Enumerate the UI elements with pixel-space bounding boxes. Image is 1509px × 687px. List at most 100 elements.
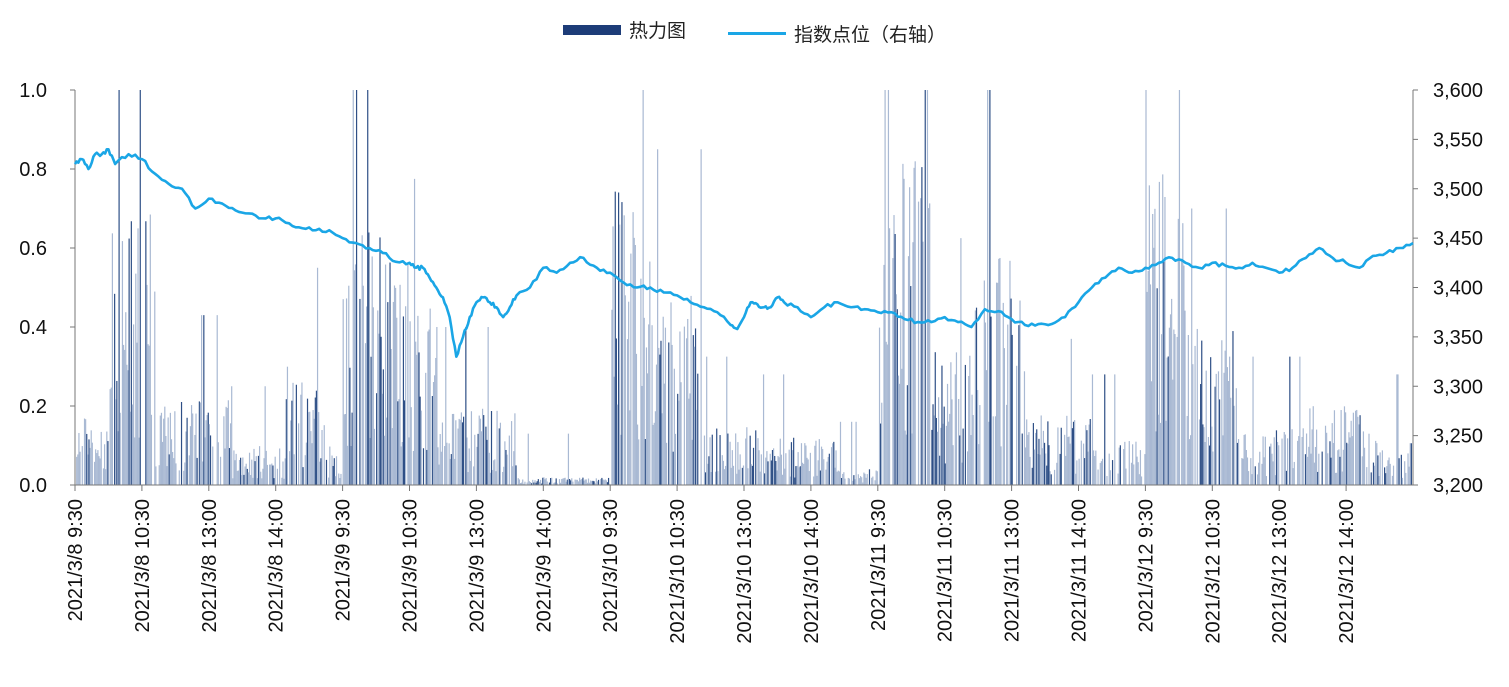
heat-bar: [874, 480, 876, 485]
heat-bar: [470, 411, 473, 485]
right-tick-label: 3,250: [1433, 426, 1483, 448]
heat-bar: [264, 386, 266, 485]
heat-bar: [417, 315, 419, 485]
heat-bar: [900, 312, 902, 485]
heat-bar: [328, 477, 330, 485]
left-tick-label: 1.0: [19, 80, 47, 102]
heat-bar: [1379, 452, 1381, 485]
heat-bar: [558, 479, 561, 485]
heat-bar: [1087, 451, 1089, 485]
heat-bar: [180, 401, 183, 485]
heat-bar: [1408, 466, 1410, 485]
heat-bar: [634, 245, 636, 485]
left-tick-label: 0.0: [19, 475, 47, 497]
heat-bar: [880, 423, 882, 485]
heat-bar: [274, 456, 276, 485]
heat-bar: [964, 364, 966, 485]
chart-legend: 热力图 指数点位（右轴）: [0, 16, 1509, 47]
heat-bar: [139, 90, 141, 485]
heat-bar: [85, 419, 87, 485]
heat-bar: [1111, 460, 1114, 485]
heat-bar: [1252, 356, 1254, 486]
heat-bar: [628, 301, 630, 485]
heat-bar: [79, 451, 81, 485]
heat-bar: [243, 474, 245, 485]
heat-bar: [1188, 439, 1191, 485]
heat-bar: [1057, 427, 1059, 485]
heat-bar: [1349, 437, 1351, 485]
heat-bar: [1405, 472, 1407, 485]
heat-bar: [673, 368, 675, 485]
right-tick-label: 3,600: [1433, 80, 1483, 102]
heat-bar: [587, 478, 590, 485]
heat-bar: [1276, 441, 1279, 485]
heat-bar: [1339, 456, 1341, 485]
heat-bar: [771, 450, 774, 485]
heat-bar: [1164, 197, 1166, 485]
heat-bar: [164, 406, 166, 485]
heat-bar: [204, 437, 206, 485]
heat-bar: [1304, 454, 1307, 485]
heat-bar: [407, 263, 409, 485]
heat-bar: [167, 417, 169, 485]
heat-bar: [671, 344, 673, 485]
heat-bar: [503, 466, 505, 485]
heat-bar: [1397, 374, 1399, 485]
heat-bar: [515, 465, 517, 485]
heat-bar: [1278, 445, 1280, 485]
heat-bar: [223, 416, 225, 485]
heat-bar: [852, 480, 854, 485]
heat-bar: [1053, 469, 1056, 485]
heat-bar: [432, 382, 435, 485]
right-tick-label: 3,450: [1433, 228, 1483, 250]
heat-bar: [1404, 461, 1406, 485]
heat-bar: [841, 477, 843, 485]
heat-bar: [609, 483, 611, 485]
heat-bar: [349, 367, 351, 485]
heat-bar: [425, 372, 427, 485]
heat-bar: [711, 434, 713, 485]
heat-bar: [709, 437, 711, 485]
heat-bar: [124, 349, 126, 485]
heat-bar: [589, 482, 591, 485]
heat-bar: [381, 393, 383, 485]
heat-bar: [616, 404, 619, 485]
heat-bar: [438, 464, 440, 485]
heat-bar: [102, 468, 105, 485]
heat-bar: [405, 306, 407, 485]
heat-bar: [737, 442, 739, 485]
heat-bar: [1159, 422, 1162, 485]
heat-bar: [1368, 433, 1370, 485]
heat-bar: [1298, 436, 1300, 485]
heat-bar: [1254, 466, 1256, 485]
heat-bar: [455, 420, 457, 485]
heat-bar: [95, 449, 97, 485]
heat-bar: [564, 477, 566, 485]
heat-bar: [1056, 462, 1058, 485]
heat-bar: [567, 433, 570, 485]
heat-bar: [506, 454, 508, 485]
heat-bar: [1177, 218, 1179, 486]
heat-bar: [495, 471, 497, 485]
heat-bar: [1302, 428, 1304, 485]
x-tick-label: 2021/3/12 10:30: [1202, 499, 1224, 644]
heat-bar: [310, 431, 312, 485]
heat-bar: [902, 163, 904, 486]
heat-bar: [190, 405, 193, 485]
heat-bar: [994, 416, 997, 485]
heat-bar: [304, 455, 306, 485]
legend-label-index: 指数点位（右轴）: [794, 23, 947, 46]
x-tick-label: 2021/3/9 14:00: [533, 499, 555, 632]
heat-bar: [489, 472, 491, 485]
left-tick-label: 0.6: [19, 238, 47, 260]
heat-bar: [791, 450, 794, 485]
heat-bar: [1176, 336, 1178, 485]
heat-bar: [847, 477, 849, 485]
heat-bar: [242, 457, 244, 485]
heat-bar: [726, 356, 728, 486]
heat-bar: [887, 90, 890, 485]
heat-bar: [687, 318, 689, 485]
heat-bar: [437, 447, 439, 485]
heat-bar: [828, 453, 830, 485]
heat-bar: [775, 460, 777, 485]
